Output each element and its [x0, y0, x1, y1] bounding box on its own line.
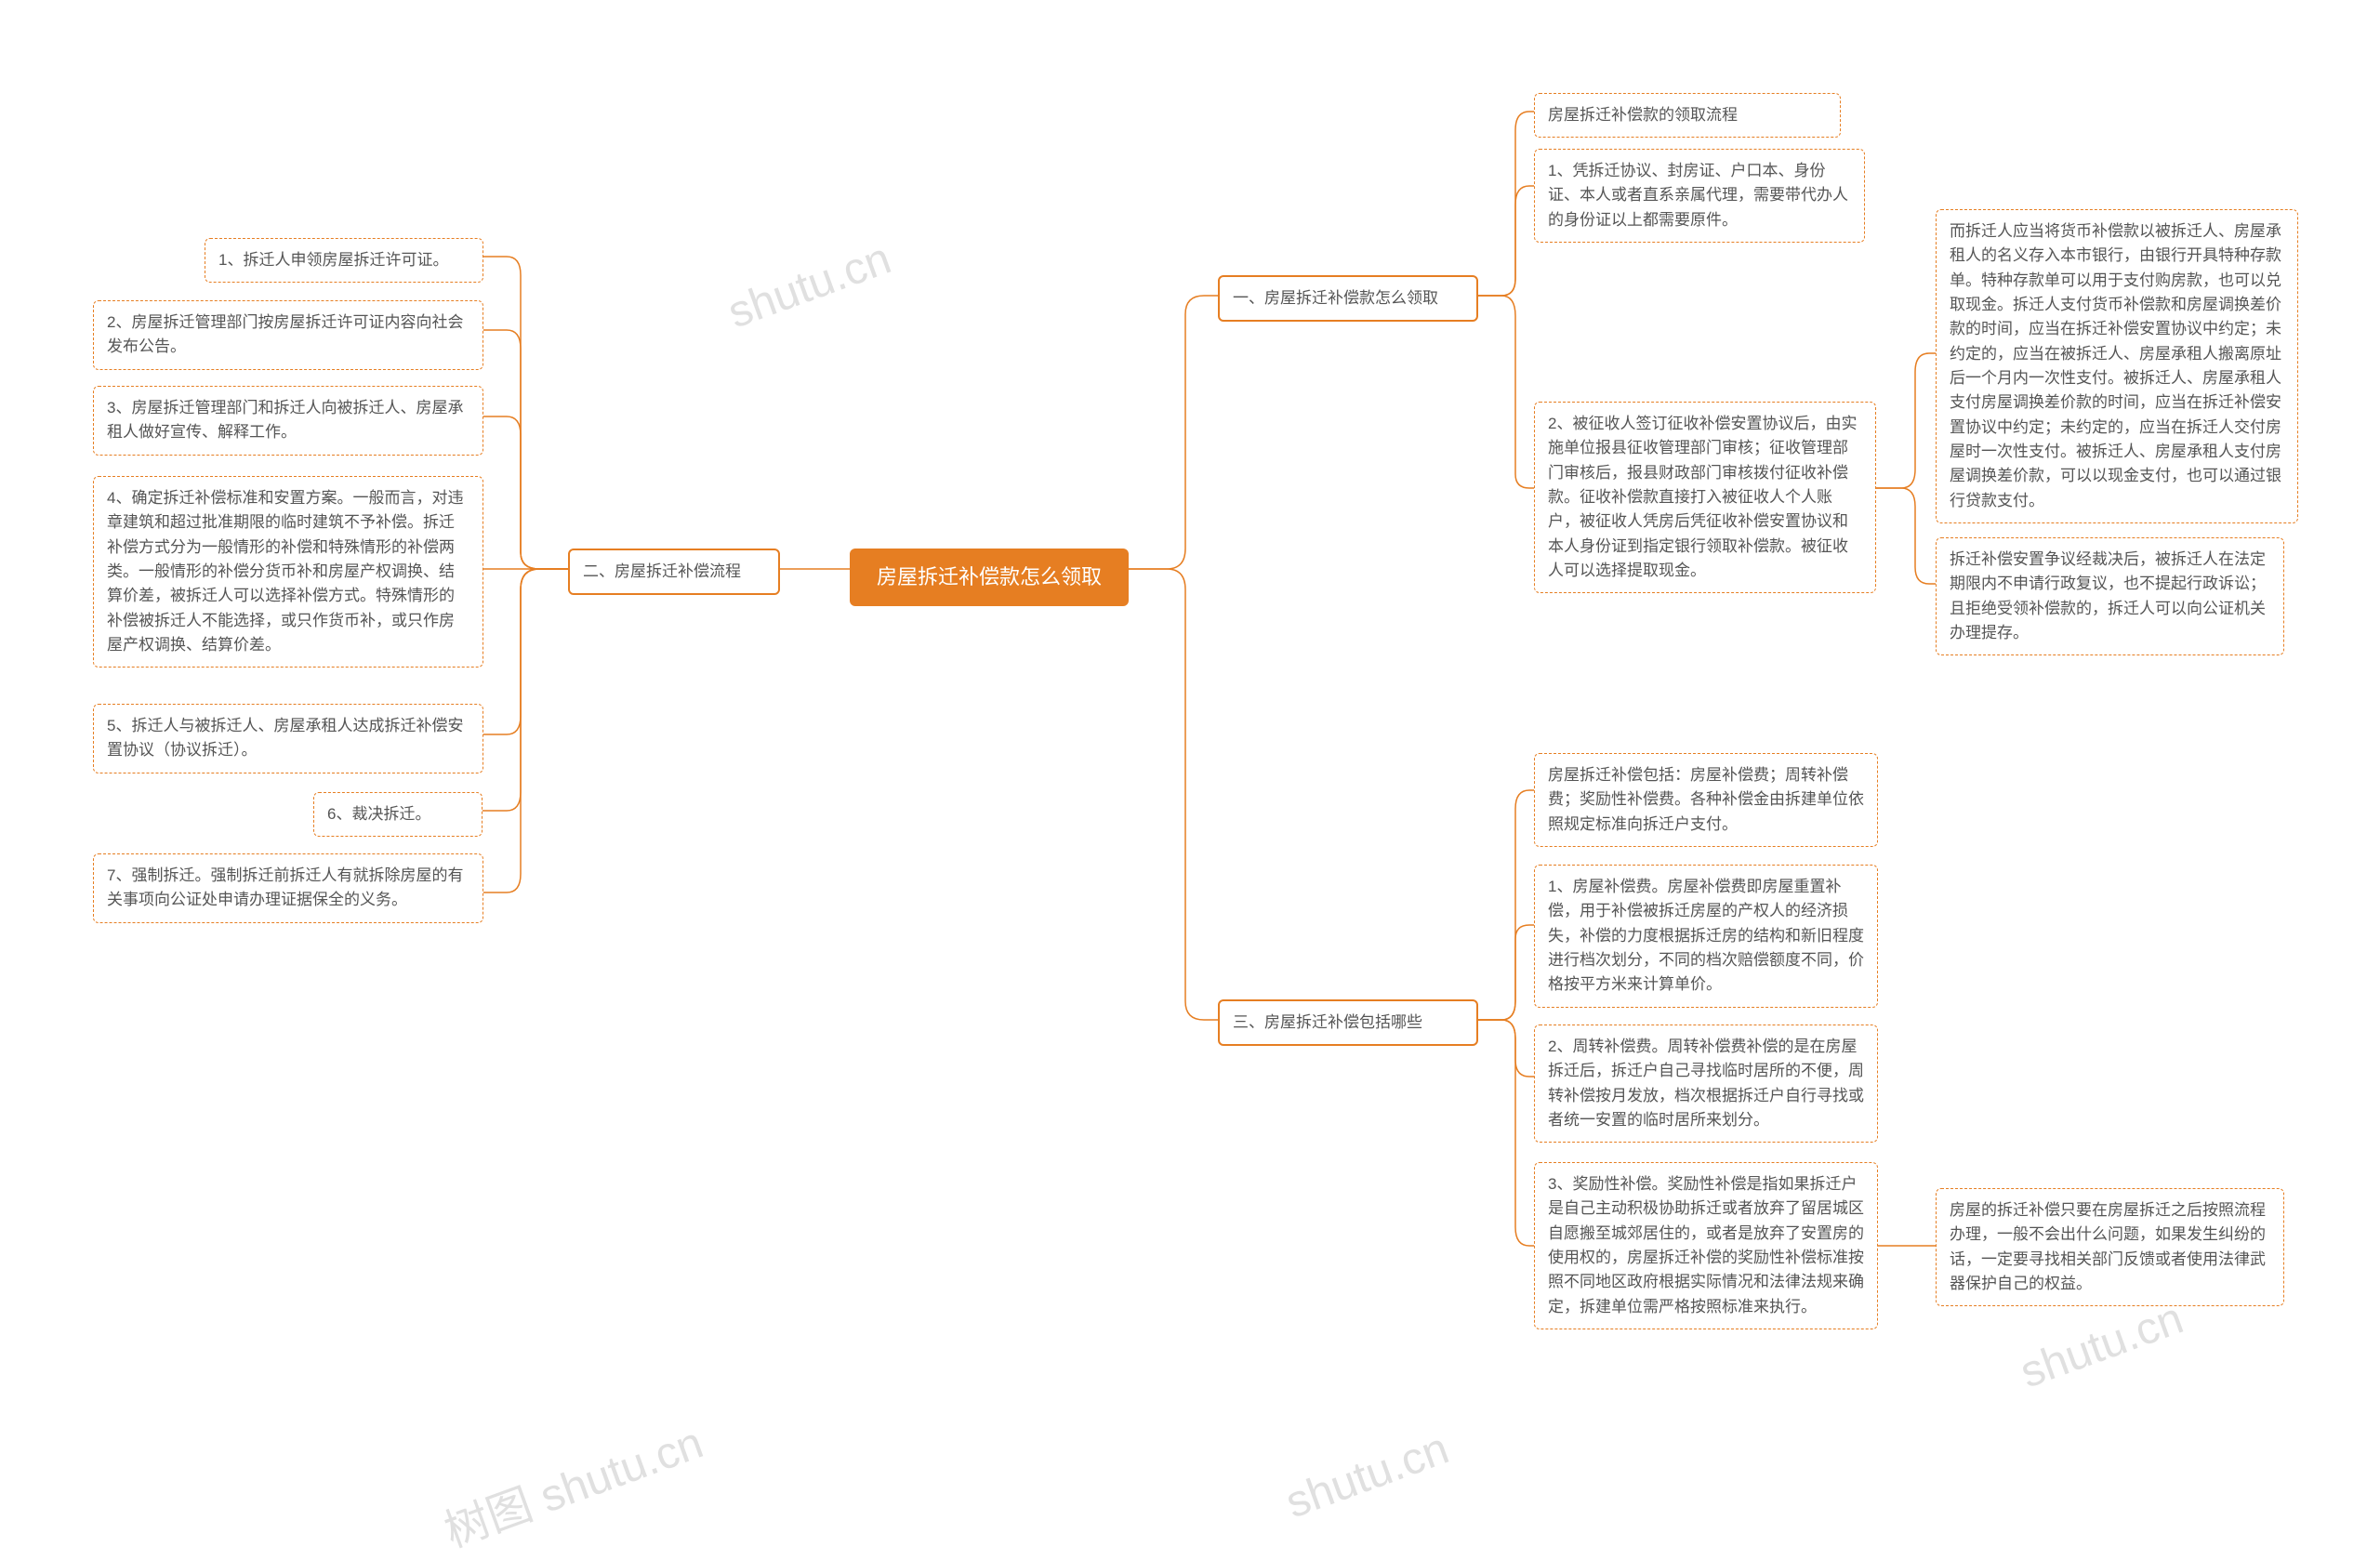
branch-2[interactable]: 二、房屋拆迁补偿流程 — [568, 549, 780, 595]
node-b2c6[interactable]: 6、裁决拆迁。 — [313, 792, 483, 837]
node-b3c3[interactable]: 3、奖励性补偿。奖励性补偿是指如果拆迁户是自己主动积极协助拆迁或者放弃了留居城区… — [1534, 1162, 1878, 1329]
node-b1c2[interactable]: 2、被征收人签订征收补偿安置协议后，由实施单位报县征收管理部门审核；征收管理部门… — [1534, 402, 1876, 593]
node-b1c1[interactable]: 1、凭拆迁协议、封房证、户口本、身份证、本人或者直系亲属代理，需要带代办人的身份… — [1534, 149, 1865, 243]
watermark: shutu.cn — [2014, 1293, 2189, 1399]
watermark: shutu.cn — [1279, 1423, 1455, 1529]
branch-3[interactable]: 三、房屋拆迁补偿包括哪些 — [1218, 999, 1478, 1046]
node-b1c2a[interactable]: 而拆迁人应当将货币补偿款以被拆迁人、房屋承租人的名义存入本市银行，由银行开具特种… — [1936, 209, 2298, 523]
center-node[interactable]: 房屋拆迁补偿款怎么领取 — [850, 549, 1129, 606]
node-b3c2[interactable]: 2、周转补偿费。周转补偿费补偿的是在房屋拆迁后，拆迁户自己寻找临时居所的不便，周… — [1534, 1025, 1878, 1143]
node-b2c4[interactable]: 4、确定拆迁补偿标准和安置方案。一般而言，对违章建筑和超过批准期限的临时建筑不予… — [93, 476, 483, 668]
node-b2c5[interactable]: 5、拆迁人与被拆迁人、房屋承租人达成拆迁补偿安置协议（协议拆迁）。 — [93, 704, 483, 773]
node-b2c2[interactable]: 2、房屋拆迁管理部门按房屋拆迁许可证内容向社会发布公告。 — [93, 300, 483, 370]
node-b2c1[interactable]: 1、拆迁人申领房屋拆迁许可证。 — [205, 238, 483, 283]
branch-1[interactable]: 一、房屋拆迁补偿款怎么领取 — [1218, 275, 1478, 322]
node-b3c3a[interactable]: 房屋的拆迁补偿只要在房屋拆迁之后按照流程办理，一般不会出什么问题，如果发生纠纷的… — [1936, 1188, 2284, 1306]
node-b1c2b[interactable]: 拆迁补偿安置争议经裁决后，被拆迁人在法定期限内不申请行政复议，也不提起行政诉讼；… — [1936, 537, 2284, 655]
node-b1c0[interactable]: 房屋拆迁补偿款的领取流程 — [1534, 93, 1841, 138]
node-b3c1[interactable]: 1、房屋补偿费。房屋补偿费即房屋重置补偿，用于补偿被拆迁房屋的产权人的经济损失，… — [1534, 865, 1878, 1008]
node-b2c3[interactable]: 3、房屋拆迁管理部门和拆迁人向被拆迁人、房屋承租人做好宣传、解释工作。 — [93, 386, 483, 456]
node-b2c7[interactable]: 7、强制拆迁。强制拆迁前拆迁人有就拆除房屋的有关事项向公证处申请办理证据保全的义… — [93, 853, 483, 923]
watermark: 树图 shutu.cn — [434, 1406, 710, 1559]
node-b3c0[interactable]: 房屋拆迁补偿包括：房屋补偿费；周转补偿费；奖励性补偿费。各种补偿金由拆建单位依照… — [1534, 753, 1878, 847]
watermark: shutu.cn — [721, 233, 897, 339]
